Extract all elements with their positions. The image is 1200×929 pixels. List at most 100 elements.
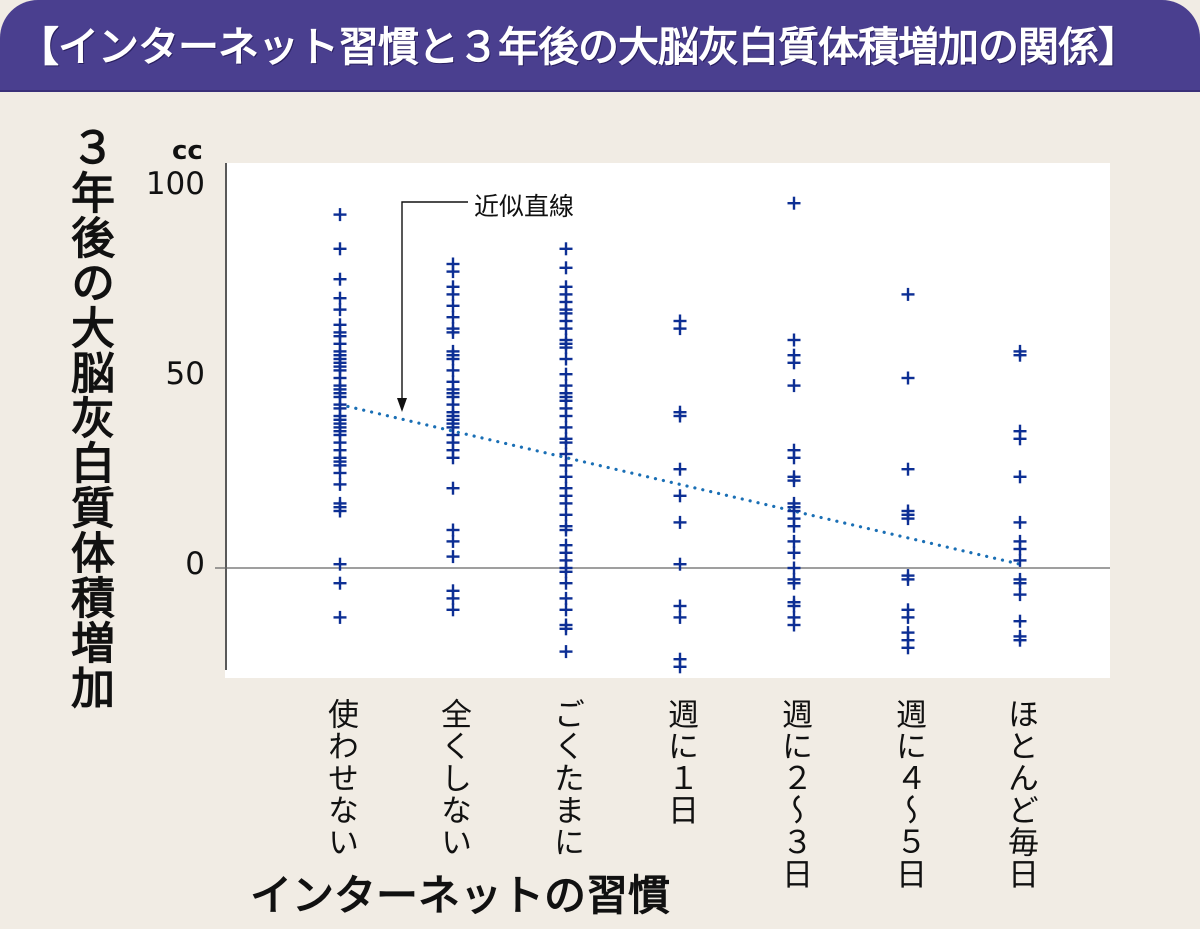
data-point	[673, 462, 687, 476]
data-point	[559, 645, 573, 659]
data-point	[446, 550, 460, 564]
data-point	[901, 462, 915, 476]
data-point	[787, 379, 801, 393]
data-point	[333, 242, 347, 256]
data-point	[673, 322, 687, 336]
x-tick-label: 全くしない	[435, 698, 471, 858]
data-point	[901, 512, 915, 526]
data-point	[787, 519, 801, 533]
data-point	[559, 322, 573, 336]
data-point	[333, 576, 347, 590]
data-point	[1013, 633, 1027, 647]
data-point	[559, 523, 573, 537]
data-point	[787, 451, 801, 465]
data-point	[559, 565, 573, 579]
data-point	[333, 466, 347, 480]
data-point	[446, 451, 460, 465]
y-axis-label: ３年後の大脳灰白質体積増加	[63, 125, 114, 710]
data-point	[787, 534, 801, 548]
data-point	[559, 261, 573, 275]
trendline-annotation: 近似直線	[474, 192, 575, 221]
data-point	[787, 196, 801, 210]
data-point	[1013, 470, 1027, 484]
y-tick-label: 0	[185, 546, 205, 582]
data-point	[559, 352, 573, 366]
data-point	[787, 599, 801, 613]
data-point	[446, 481, 460, 495]
data-point	[559, 341, 573, 355]
data-point	[446, 363, 460, 377]
data-point	[446, 287, 460, 301]
data-point	[673, 660, 687, 674]
data-point	[1013, 614, 1027, 628]
data-point	[787, 546, 801, 560]
data-point	[559, 508, 573, 522]
data-point	[901, 610, 915, 624]
data-point	[446, 523, 460, 537]
data-point	[446, 591, 460, 605]
x-tick-label: 週に２〜３日	[776, 698, 812, 890]
data-point	[673, 515, 687, 529]
x-tick-label: ほとんど毎日	[1002, 698, 1038, 890]
data-point	[446, 352, 460, 366]
data-point	[901, 572, 915, 586]
data-point	[559, 603, 573, 617]
data-point	[333, 208, 347, 222]
data-point	[673, 409, 687, 423]
data-point	[559, 576, 573, 590]
data-point	[559, 447, 573, 461]
data-point	[559, 591, 573, 605]
x-tick-label: 使わせない	[322, 698, 358, 858]
data-point	[333, 504, 347, 518]
data-point	[446, 265, 460, 279]
data-point	[559, 622, 573, 636]
data-point	[673, 599, 687, 613]
x-tick-label: ごくたまに	[548, 698, 584, 858]
data-point	[333, 272, 347, 286]
data-point	[559, 409, 573, 423]
data-point	[901, 287, 915, 301]
plot-area	[225, 163, 1110, 678]
x-tick-label: 週に１日	[662, 698, 698, 826]
data-point	[559, 496, 573, 510]
y-axis-unit: cc	[172, 136, 203, 166]
x-tick-label: 週に４〜５日	[890, 698, 926, 890]
data-point	[446, 299, 460, 313]
data-point	[673, 489, 687, 503]
data-point	[787, 618, 801, 632]
data-point	[559, 367, 573, 381]
data-point	[673, 557, 687, 571]
data-point	[787, 474, 801, 488]
data-point	[333, 477, 347, 491]
data-point	[787, 356, 801, 370]
data-point	[333, 557, 347, 571]
data-point	[559, 420, 573, 434]
data-point	[1013, 542, 1027, 556]
chart-title: 【インターネット習慣と３年後の大脳灰白質体積増加の関係】	[18, 23, 1139, 71]
data-point	[333, 303, 347, 317]
x-axis-label: インターネットの習慣	[250, 871, 671, 920]
data-point	[1013, 553, 1027, 567]
data-point	[1013, 348, 1027, 362]
data-point	[446, 534, 460, 548]
data-point	[901, 371, 915, 385]
data-point	[787, 576, 801, 590]
trendline	[338, 403, 1022, 566]
title-banner: 【インターネット習慣と３年後の大脳灰白質体積増加の関係】	[0, 0, 1200, 92]
data-point	[333, 291, 347, 305]
data-point	[787, 561, 801, 575]
data-point	[446, 310, 460, 324]
data-point	[559, 436, 573, 450]
y-tick-label: 50	[165, 356, 205, 392]
data-point	[1013, 515, 1027, 529]
arrow-head-icon	[397, 398, 407, 412]
data-point	[787, 333, 801, 347]
data-point	[559, 458, 573, 472]
data-point	[446, 325, 460, 339]
data-point	[901, 641, 915, 655]
annotation-leader-line	[401, 201, 468, 402]
data-point	[1013, 432, 1027, 446]
data-point	[559, 470, 573, 484]
y-tick-label: 100	[145, 166, 205, 202]
